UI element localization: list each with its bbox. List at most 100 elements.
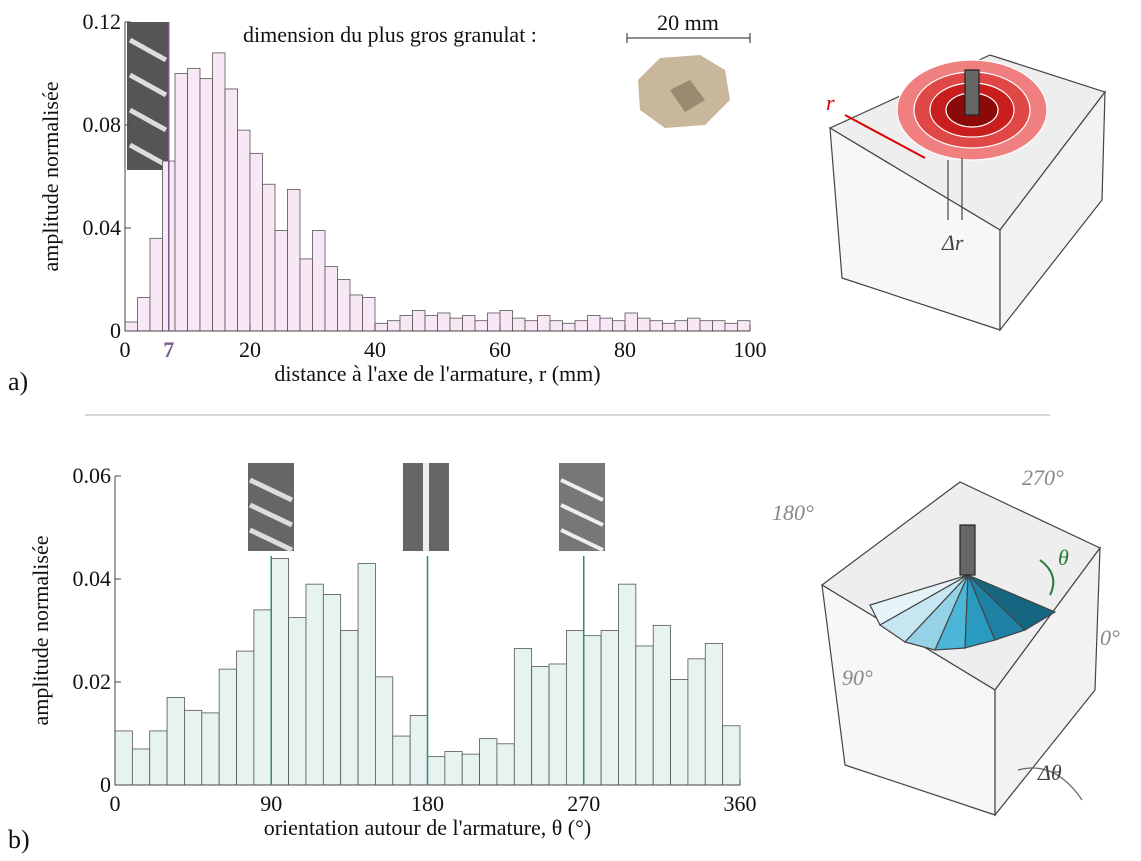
bar xyxy=(201,712,220,786)
x-tick-label: 20 xyxy=(239,337,261,362)
bar xyxy=(166,697,185,786)
bar xyxy=(562,322,576,332)
cube-diagram-a xyxy=(828,54,1106,332)
y-tick-label: 0.04 xyxy=(73,566,112,591)
x-tick-label: 270 xyxy=(567,791,600,816)
diagram-label: Δr xyxy=(941,230,964,255)
y-tick-label: 0.02 xyxy=(73,669,112,694)
bar xyxy=(149,730,168,786)
bar xyxy=(637,317,651,332)
cube-diagram-b xyxy=(820,481,1101,817)
bar xyxy=(392,735,411,786)
bar xyxy=(114,730,133,786)
x-tick-label: 0 xyxy=(120,337,131,362)
bar xyxy=(288,617,307,786)
bar xyxy=(462,315,476,332)
bar xyxy=(362,297,376,332)
bar xyxy=(461,753,480,786)
bar xyxy=(499,309,513,332)
bar xyxy=(712,320,726,332)
y-tick-label: 0.06 xyxy=(73,463,112,488)
bar xyxy=(184,709,203,786)
bar xyxy=(704,642,724,786)
bar xyxy=(218,668,237,786)
bar xyxy=(212,52,226,332)
bar xyxy=(409,715,428,786)
bar xyxy=(274,230,288,332)
bar xyxy=(412,309,426,332)
bar xyxy=(249,152,263,332)
bar xyxy=(549,320,563,332)
rebar-photo xyxy=(248,463,605,553)
annotation: dimension du plus gros granulat : xyxy=(243,22,537,47)
bar xyxy=(662,322,676,332)
bar xyxy=(124,321,138,332)
bar xyxy=(237,129,251,332)
bar xyxy=(599,317,613,332)
bar xyxy=(357,563,376,786)
bar xyxy=(424,315,438,332)
bar xyxy=(531,666,550,786)
panel-label: b) xyxy=(8,825,30,854)
y-tick-label: 0 xyxy=(110,318,121,343)
bar xyxy=(375,676,394,786)
x-tick-label: 180 xyxy=(411,791,444,816)
scale-label: 20 mm xyxy=(657,10,719,35)
bar xyxy=(337,279,351,332)
panel-label: a) xyxy=(8,367,28,396)
bar xyxy=(387,320,401,332)
bar xyxy=(583,635,602,786)
y-tick-label: 0.08 xyxy=(83,112,122,137)
bar xyxy=(600,630,619,786)
bar xyxy=(374,322,388,332)
y-axis-label: amplitude normalisée xyxy=(38,82,63,272)
bar xyxy=(224,88,238,332)
bar xyxy=(548,663,567,786)
bar xyxy=(737,320,751,332)
x-tick-label: 360 xyxy=(724,791,757,816)
bar xyxy=(635,645,654,786)
bar xyxy=(270,558,290,786)
bar xyxy=(474,320,488,332)
bar xyxy=(537,315,551,332)
bar xyxy=(670,679,689,786)
bar xyxy=(674,320,688,332)
y-axis-label: amplitude normalisée xyxy=(28,536,53,726)
bar xyxy=(624,312,638,332)
bar xyxy=(340,630,359,786)
x-tick-label: 90 xyxy=(260,791,282,816)
bar xyxy=(174,73,188,332)
x-axis-label: distance à l'axe de l'armature, r (mm) xyxy=(274,361,600,386)
bar xyxy=(618,583,637,786)
bar xyxy=(253,609,272,786)
bar xyxy=(287,188,301,332)
bar xyxy=(565,630,585,786)
bar xyxy=(687,658,706,786)
y-tick-label: 0.12 xyxy=(83,9,122,34)
bar xyxy=(322,594,342,786)
bar xyxy=(479,738,498,786)
bar xyxy=(722,725,741,786)
bar xyxy=(687,317,701,332)
y-tick-label: 0 xyxy=(100,772,111,797)
bar xyxy=(149,237,163,332)
diagram-label: 0° xyxy=(1100,625,1120,650)
diagram-label: Δθ xyxy=(1037,760,1062,785)
bar xyxy=(305,583,324,786)
bar xyxy=(524,320,538,332)
bar xyxy=(399,315,413,332)
bar xyxy=(487,312,501,332)
x-tick-label: 0 xyxy=(110,791,121,816)
diagram-label: r xyxy=(826,90,835,115)
bar xyxy=(187,67,201,332)
bar xyxy=(512,317,526,332)
x-tick-label: 100 xyxy=(734,337,767,362)
bar xyxy=(444,751,463,786)
bar xyxy=(262,183,276,332)
x-tick-label: 80 xyxy=(614,337,636,362)
bar xyxy=(612,320,626,332)
aggregate-photo xyxy=(638,55,730,128)
x-tick-label: 60 xyxy=(489,337,511,362)
bar xyxy=(236,650,255,786)
bar xyxy=(427,756,446,786)
